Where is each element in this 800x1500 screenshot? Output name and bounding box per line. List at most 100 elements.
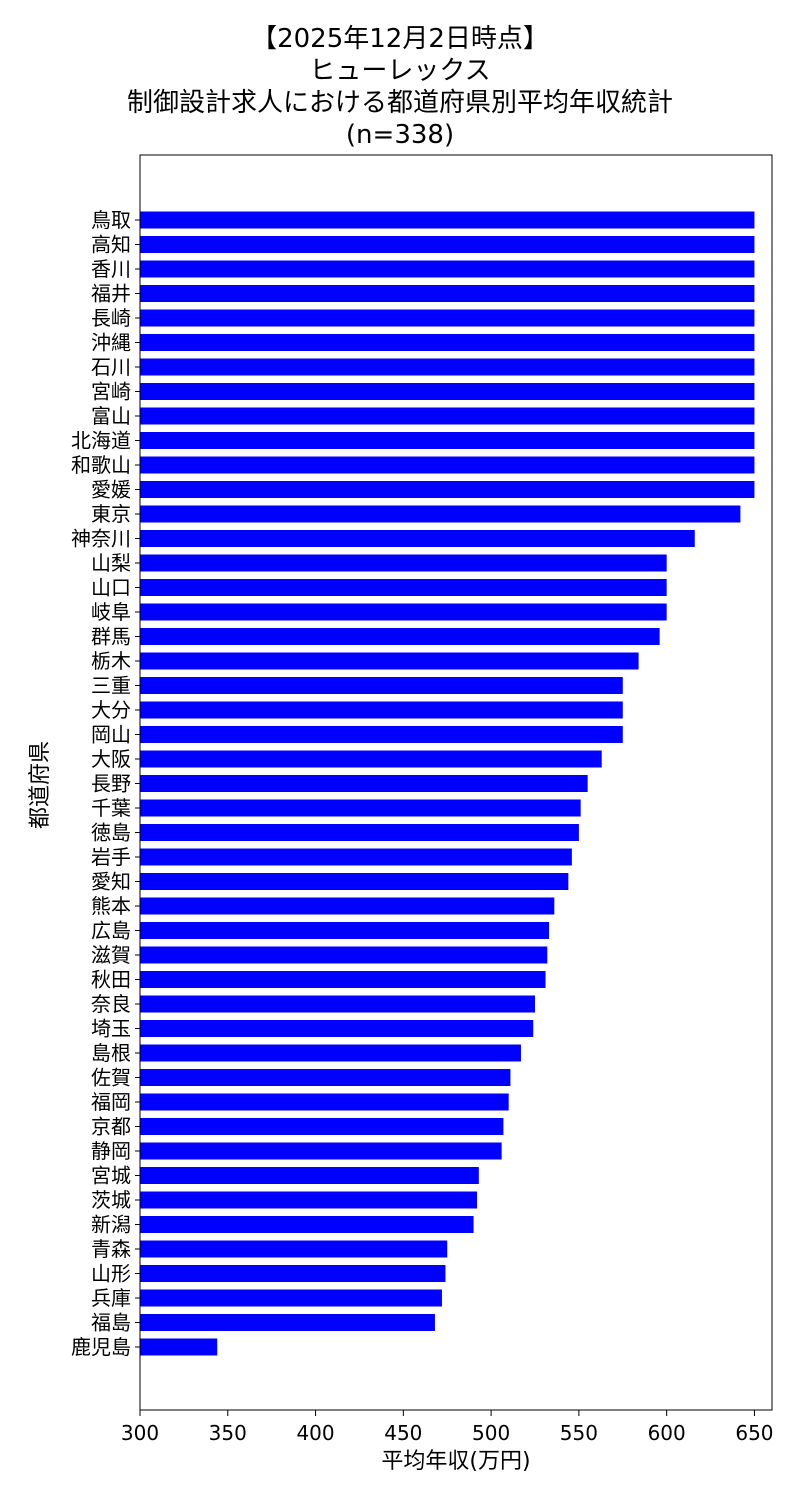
bar-37	[140, 1118, 504, 1135]
x-tick-label-7: 650	[735, 1421, 773, 1445]
category-label-24: 千葉	[91, 796, 131, 820]
bar-21	[140, 726, 623, 743]
bar-24	[140, 799, 581, 817]
category-label-22: 大阪	[91, 747, 131, 771]
plot-frame	[139, 154, 773, 1411]
bar-19	[140, 677, 623, 694]
category-label-44: 兵庫	[91, 1286, 131, 1310]
category-label-45: 福島	[91, 1311, 131, 1335]
category-label-4: 長崎	[91, 306, 131, 330]
category-label-28: 熊本	[91, 894, 131, 918]
chart-title-line-1: 【2025年12月2日時点】	[251, 24, 549, 54]
bar-12	[140, 505, 741, 523]
category-label-38: 静岡	[91, 1139, 131, 1163]
category-label-13: 神奈川	[71, 527, 131, 551]
y-axis-label: 都道府県	[28, 741, 53, 829]
category-label-5: 沖縄	[91, 331, 131, 355]
category-label-6: 石川	[91, 355, 131, 379]
bar-44	[140, 1289, 442, 1307]
bar-10	[140, 456, 755, 474]
bar-7	[140, 383, 755, 400]
bar-18	[140, 652, 639, 670]
category-label-40: 茨城	[91, 1188, 131, 1212]
category-label-42: 青森	[91, 1237, 131, 1261]
chart-title-line-2: ヒューレックス	[309, 56, 491, 86]
bar-0	[140, 211, 755, 229]
bar-15	[140, 579, 667, 596]
bar-32	[140, 995, 535, 1013]
bar-9	[140, 432, 755, 449]
bar-23	[140, 775, 588, 792]
bar-11	[140, 481, 755, 498]
category-label-29: 広島	[91, 919, 131, 943]
category-label-33: 埼玉	[91, 1017, 131, 1041]
bar-38	[140, 1142, 502, 1160]
category-label-10: 和歌山	[71, 453, 131, 477]
bar-43	[140, 1265, 446, 1282]
category-label-46: 鹿児島	[71, 1335, 131, 1359]
x-tick-label-2: 400	[296, 1421, 334, 1445]
category-label-39: 宮城	[91, 1164, 131, 1188]
category-label-41: 新潟	[91, 1213, 131, 1237]
bar-17	[140, 628, 660, 645]
x-tick-label-3: 450	[384, 1421, 422, 1445]
x-tick-label-1: 350	[209, 1421, 247, 1445]
category-label-12: 東京	[91, 502, 131, 526]
bar-45	[140, 1314, 435, 1331]
category-label-25: 徳島	[91, 821, 131, 845]
bar-41	[140, 1216, 474, 1233]
bar-28	[140, 897, 555, 915]
category-label-19: 三重	[91, 674, 131, 698]
category-label-30: 滋賀	[91, 943, 131, 967]
category-labels-group: 鳥取高知香川福井長崎沖縄石川宮崎富山北海道和歌山愛媛東京神奈川山梨山口岐阜群馬栃…	[71, 208, 140, 1359]
chart-title-line-3: 制御設計求人における都道府県別平均年収統計	[126, 88, 673, 118]
bar-26	[140, 848, 572, 866]
category-label-23: 長野	[91, 772, 131, 796]
category-label-32: 奈良	[91, 992, 131, 1016]
bar-5	[140, 334, 755, 351]
category-label-15: 山口	[91, 576, 131, 600]
bar-27	[140, 873, 569, 890]
category-label-8: 富山	[91, 404, 131, 428]
x-ticks-group: 300 350 400 450 500 550 600 650	[121, 1410, 774, 1445]
bar-8	[140, 407, 755, 425]
category-label-35: 佐賀	[91, 1066, 131, 1090]
bar-39	[140, 1167, 479, 1184]
category-label-18: 栃木	[91, 649, 131, 673]
bar-30	[140, 946, 548, 964]
bar-33	[140, 1020, 534, 1037]
category-label-16: 岐阜	[91, 600, 131, 624]
bar-4	[140, 309, 755, 327]
bar-40	[140, 1191, 478, 1209]
bar-3	[140, 285, 755, 302]
x-tick-label-0: 300	[121, 1421, 159, 1445]
category-label-20: 大分	[91, 698, 131, 722]
category-label-34: 島根	[91, 1041, 131, 1065]
category-label-26: 岩手	[91, 845, 131, 869]
category-label-43: 山形	[91, 1262, 131, 1286]
x-tick-label-6: 600	[648, 1421, 686, 1445]
bar-1	[140, 236, 755, 253]
category-label-17: 群馬	[91, 625, 131, 649]
category-label-36: 福岡	[91, 1090, 131, 1114]
bar-25	[140, 824, 579, 841]
category-label-3: 福井	[91, 282, 131, 306]
bar-14	[140, 554, 667, 572]
bar-31	[140, 971, 546, 988]
category-label-1: 高知	[91, 233, 131, 257]
category-label-2: 香川	[91, 257, 131, 281]
category-label-9: 北海道	[71, 429, 131, 453]
bar-2	[140, 260, 755, 278]
category-label-31: 秋田	[91, 968, 131, 992]
category-label-11: 愛媛	[91, 478, 131, 502]
bar-22	[140, 750, 602, 768]
bar-35	[140, 1069, 511, 1086]
bar-42	[140, 1240, 448, 1258]
bar-29	[140, 922, 550, 939]
bars-group	[140, 211, 755, 1356]
category-label-27: 愛知	[91, 870, 131, 894]
bar-20	[140, 701, 623, 719]
x-tick-label-4: 500	[472, 1421, 510, 1445]
category-label-21: 岡山	[91, 723, 131, 747]
